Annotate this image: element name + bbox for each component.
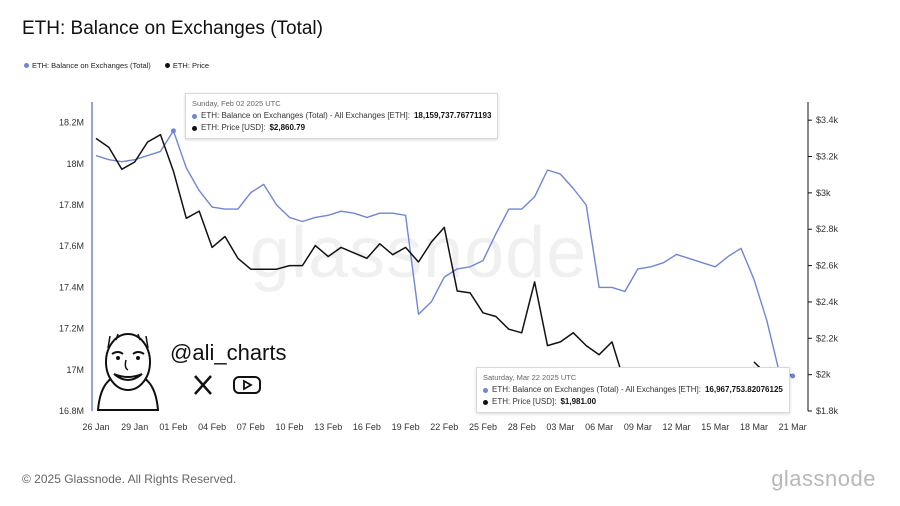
author-handle: @ali_charts [170,340,287,365]
legend-item-price[interactable]: ETH: Price [164,61,210,70]
tooltip-feb02-price-label: ETH: Price [USD]: [201,123,266,132]
tooltip-mar22-balance-row: ETH: Balance on Exchanges (Total) - All … [483,384,783,396]
x-tick-label: 26 Jan [82,422,109,432]
x-tick-label: 25 Feb [469,422,497,432]
x-tick-label: 06 Mar [585,422,613,432]
chart-title: ETH: Balance on Exchanges (Total) [22,18,323,39]
balance-series-line [95,130,793,377]
tooltip-feb02-balance-value: 18,159,737.76771193 [413,111,492,120]
tooltip-mar22-price-label: ETH: Price [USD]: [492,397,557,406]
right-tick-label: $3k [816,188,831,198]
x-tick-label: 07 Feb [237,422,265,432]
x-tick-label: 12 Mar [663,422,691,432]
right-tick-label: $2.4k [816,297,839,307]
left-tick-label: 17.2M [59,324,84,334]
x-tick-label: 29 Jan [121,422,148,432]
right-tick-label: $2.6k [816,261,839,271]
tooltip-mar22-balance-label: ETH: Balance on Exchanges (Total) - All … [492,385,701,394]
x-tick-label: 04 Feb [198,422,226,432]
tooltip-mar22-marker [790,373,796,379]
tooltip-mar22-balance-dot [483,387,488,393]
x-tick-label: 03 Mar [546,422,574,432]
avatar-meme-face-icon [96,333,160,411]
left-tick-label: 18M [66,159,84,169]
copyright-footer: © 2025 Glassnode. All Rights Reserved. [22,472,237,486]
tooltip-mar22: Saturday, Mar 22 2025 UTC ETH: Balance o… [476,367,790,413]
tooltip-feb02-balance-dot [192,113,197,119]
x-tick-label: 19 Feb [392,422,420,432]
tooltip-feb02: Sunday, Feb 02 2025 UTC ETH: Balance on … [185,93,499,139]
tooltip-mar22-date: Saturday, Mar 22 2025 UTC [483,373,577,382]
tooltip-feb02-price-value: $2,860.79 [269,123,306,132]
legend-dot-balance [24,63,29,68]
left-tick-label: 17M [66,365,84,375]
glassnode-logo: glassnode [771,466,876,491]
tooltip-feb02-price-row: ETH: Price [USD]: $2,860.79 [192,122,491,134]
x-tick-label: 28 Feb [508,422,536,432]
left-tick-label: 17.6M [59,241,84,251]
x-tick-label: 18 Mar [740,422,768,432]
tooltip-mar22-price-dot [483,399,488,405]
right-tick-label: $3.2k [816,152,839,162]
left-tick-label: 17.4M [59,282,84,292]
tooltip-feb02-price-dot [192,125,197,131]
right-tick-label: $2k [816,370,831,380]
legend: ETH: Balance on Exchanges (Total) ETH: P… [24,61,209,70]
youtube-icon[interactable] [232,374,262,396]
right-tick-label: $3.4k [816,115,839,125]
tooltip-feb02-balance-row: ETH: Balance on Exchanges (Total) - All … [192,110,491,122]
left-tick-label: 16.8M [59,406,84,416]
x-tick-label: 21 Mar [779,422,807,432]
social-icons [192,374,262,396]
tooltip-feb02-date: Sunday, Feb 02 2025 UTC [192,99,281,108]
left-tick-label: 18.2M [59,118,84,128]
tooltip-feb02-marker [170,128,176,134]
legend-label-price: ETH: Price [172,61,210,70]
legend-label-balance: ETH: Balance on Exchanges (Total) [32,61,151,70]
left-tick-label: 17.8M [59,200,84,210]
right-tick-label: $1.8k [816,406,839,416]
x-tick-label: 09 Mar [624,422,652,432]
right-tick-label: $2.2k [816,333,839,343]
x-tick-label: 10 Feb [275,422,303,432]
x-tick-label: 01 Feb [159,422,187,432]
tooltip-mar22-balance-value: 16,967,753.82076125 [704,385,783,394]
right-tick-label: $2.8k [816,224,839,234]
tooltip-mar22-price-row: ETH: Price [USD]: $1,981.00 [483,396,783,408]
x-tick-label: 13 Feb [314,422,342,432]
legend-dot-price [164,63,170,68]
x-tick-label: 22 Feb [430,422,458,432]
x-tick-label: 15 Mar [701,422,729,432]
tooltip-feb02-balance-label: ETH: Balance on Exchanges (Total) - All … [201,111,410,120]
legend-item-balance[interactable]: ETH: Balance on Exchanges (Total) [24,61,151,70]
x-tick-label: 16 Feb [353,422,381,432]
tooltip-mar22-price-value: $1,981.00 [560,397,597,406]
x-icon[interactable] [192,374,214,396]
